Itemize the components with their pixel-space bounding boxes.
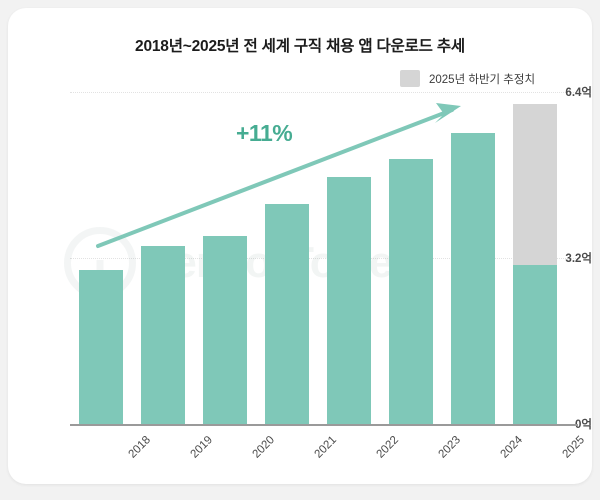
- bar-2024[interactable]: [451, 133, 495, 424]
- bar-2023[interactable]: [389, 158, 433, 424]
- bar-2019[interactable]: [141, 245, 185, 424]
- x-tick-label-2024: 2024: [498, 434, 526, 461]
- x-axis-line: [70, 424, 578, 426]
- plot-area: 6.4억 3.2억 0억 SensorTower: [8, 8, 592, 484]
- x-tick-label-2019: 2019: [188, 434, 216, 461]
- gridline-mid: [70, 258, 578, 259]
- bar-group-2019[interactable]: [141, 8, 185, 424]
- bar-2020[interactable]: [203, 235, 247, 424]
- bar-group-2020[interactable]: [203, 8, 247, 424]
- bar-group-2021[interactable]: [265, 8, 309, 424]
- x-tick-label-2021: 2021: [312, 434, 340, 461]
- legend-label-estimate: 2025년 하반기 추정치: [429, 73, 536, 86]
- page-title: 2018년~2025년 전 세계 구직 채용 앱 다운로드 추세: [135, 38, 465, 55]
- bar-2025-estimate[interactable]: [513, 104, 557, 267]
- growth-rate-annotation: +11%: [236, 120, 293, 146]
- bar-2018[interactable]: [79, 270, 123, 424]
- bar-group-2018[interactable]: [79, 8, 123, 424]
- x-tick-label-2018: 2018: [126, 434, 154, 461]
- chart-legend: 2025년 하반기 추정치: [400, 70, 535, 87]
- x-tick-label-2023: 2023: [436, 434, 464, 461]
- bar-group-2023[interactable]: [389, 8, 433, 424]
- bar-2021[interactable]: [265, 203, 309, 424]
- x-tick-label-2025: 2025: [560, 434, 588, 461]
- chart-card: 2018년~2025년 전 세계 구직 채용 앱 다운로드 추세 2025년 하…: [8, 8, 592, 484]
- y-tick-label-0: 0억: [575, 419, 592, 431]
- legend-swatch-estimate: [400, 70, 420, 87]
- gridline-top: [70, 92, 578, 93]
- y-tick-label-1: 3.2억: [565, 253, 592, 265]
- x-tick-label-2022: 2022: [374, 434, 402, 461]
- bar-group-2022[interactable]: [327, 8, 371, 424]
- bar-group-2025[interactable]: [513, 8, 557, 424]
- bar-2022[interactable]: [327, 176, 371, 424]
- bar-group-2024[interactable]: [451, 8, 495, 424]
- y-tick-label-2: 6.4억: [565, 87, 592, 99]
- x-tick-label-2020: 2020: [250, 434, 278, 461]
- bar-2025[interactable]: [513, 265, 557, 424]
